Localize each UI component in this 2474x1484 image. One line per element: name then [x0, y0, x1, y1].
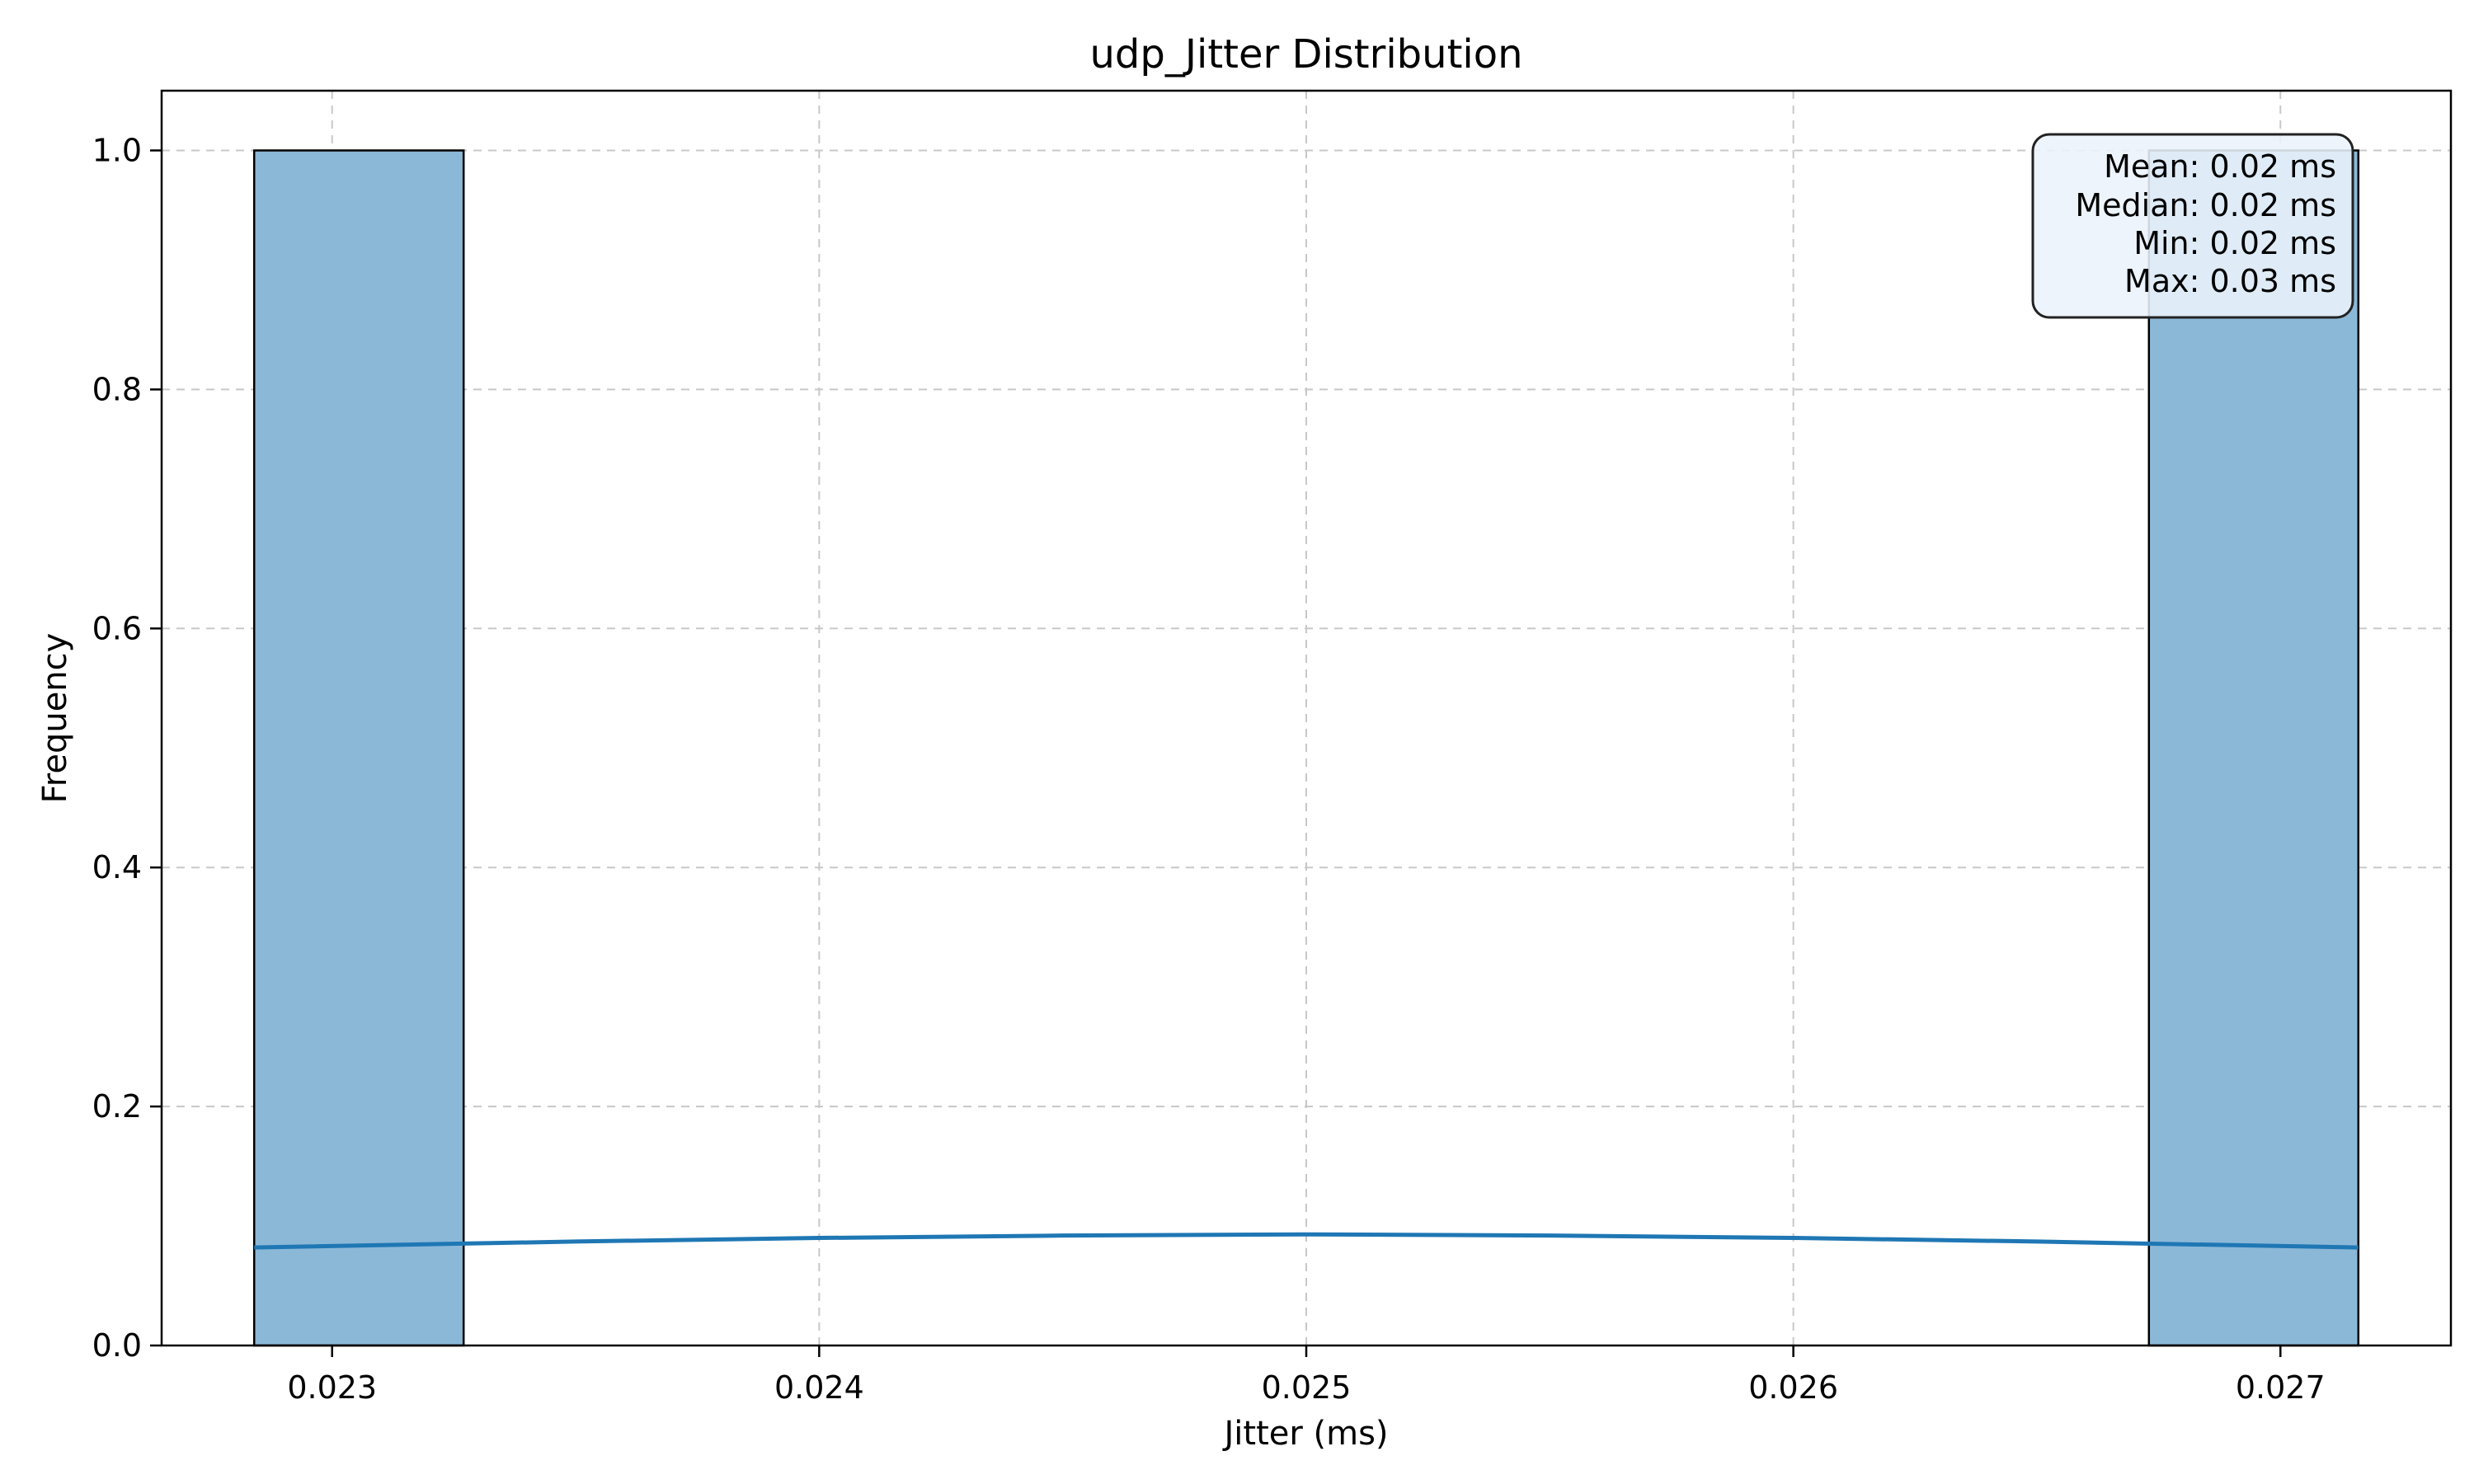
y-tick-label-2: 0.4: [92, 849, 142, 885]
x-tick-label-4: 0.027: [2236, 1369, 2326, 1406]
y-tick-label-1: 0.2: [92, 1088, 142, 1125]
y-tick-label-0: 0.0: [92, 1327, 142, 1364]
x-tick-label-1: 0.024: [774, 1369, 864, 1406]
stats-box: Mean: 0.02 ms Median: 0.02 ms Min: 0.02 …: [2031, 133, 2354, 319]
stats-min: Min: 0.02 ms: [2133, 225, 2336, 261]
kde-curve-layer: [254, 1232, 2359, 1250]
x-tick-label-2: 0.025: [1262, 1369, 1352, 1406]
histogram-bar-0: [252, 149, 465, 1347]
chart-title: udp_Jitter Distribution: [1089, 31, 1522, 77]
x-axis-label: Jitter (ms): [1221, 1415, 1388, 1453]
stats-median: Median: 0.02 ms: [2075, 187, 2336, 223]
x-tick-label-0: 0.023: [287, 1369, 377, 1406]
stats-box-frame: [2031, 133, 2354, 319]
y-tick-label-3: 0.6: [92, 610, 142, 646]
stats-mean: Mean: 0.02 ms: [2104, 148, 2336, 185]
y-axis-ticks: 0.0 0.2 0.4 0.6 0.8 1.0: [92, 132, 162, 1364]
y-axis-label: Frequency: [36, 633, 74, 804]
histogram-bar-1: [2147, 149, 2360, 1347]
histogram-bars: [252, 149, 2360, 1347]
x-axis-ticks: 0.023 0.024 0.025 0.026 0.027: [287, 1345, 2326, 1406]
y-tick-label-5: 1.0: [92, 132, 142, 168]
kde-curve: [254, 1232, 2359, 1250]
x-tick-label-3: 0.026: [1748, 1369, 1838, 1406]
y-tick-label-4: 0.8: [92, 371, 142, 407]
stats-max: Max: 0.03 ms: [2124, 263, 2336, 299]
